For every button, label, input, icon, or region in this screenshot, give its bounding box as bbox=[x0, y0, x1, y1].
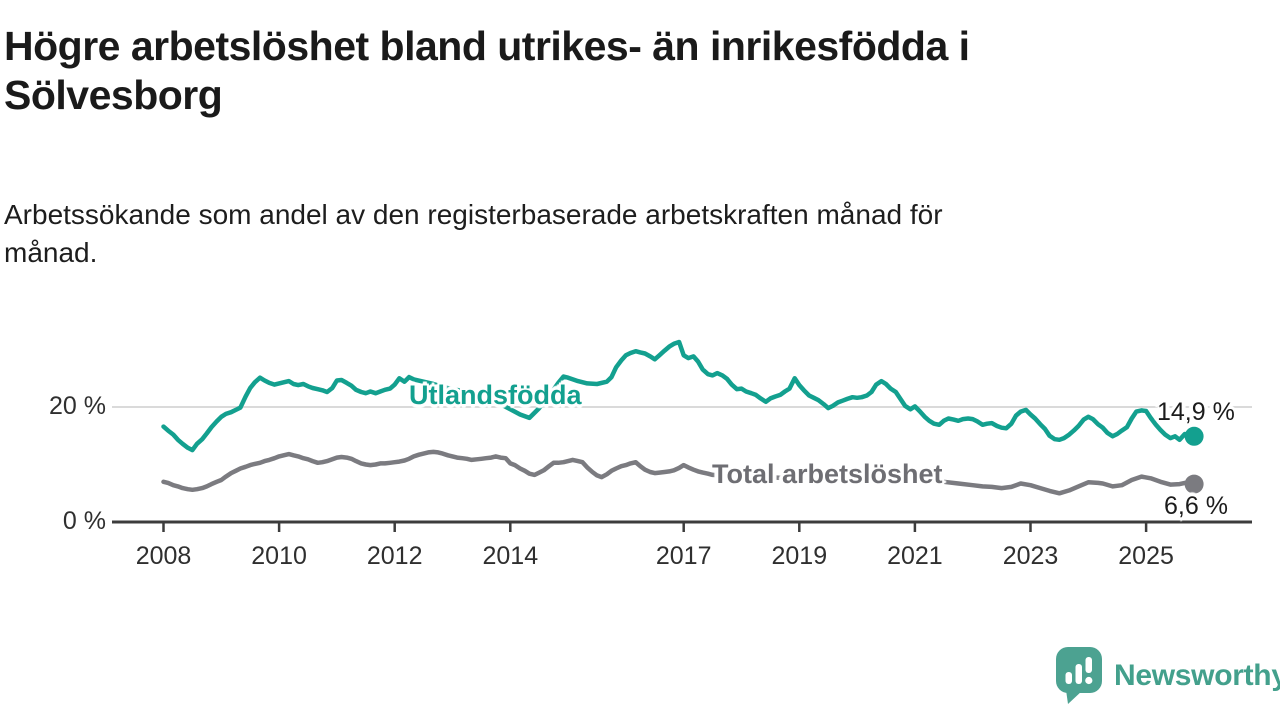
series-end-dot-total bbox=[1184, 474, 1204, 494]
y-tick-label-0: 0 % bbox=[62, 507, 106, 535]
x-tick-label: 2019 bbox=[771, 542, 828, 570]
title-line-1: Högre arbetslöshet bland utrikes- än inr… bbox=[4, 23, 970, 69]
series-end-dot-utlandsfodda bbox=[1184, 426, 1204, 446]
x-tick-label: 2025 bbox=[1118, 542, 1174, 570]
series-lines bbox=[161, 339, 1204, 496]
newsworthy-wordmark: Newsworthy bbox=[1114, 659, 1280, 692]
end-value-label-utlandsfodda: 14,9 % bbox=[1157, 398, 1235, 426]
chart-subtitle: Arbetssökande som andel av den registerb… bbox=[4, 196, 943, 272]
x-tick-label: 2023 bbox=[1002, 542, 1059, 570]
title-line-2: Sölvesborg bbox=[4, 72, 223, 118]
x-tick-label: 2010 bbox=[251, 542, 307, 570]
x-tick-label: 2012 bbox=[366, 542, 423, 570]
subtitle-line-1: Arbetssökande som andel av den registerb… bbox=[4, 199, 943, 230]
series-line-utlandsfodda bbox=[161, 339, 1197, 453]
x-axis-ticks bbox=[162, 522, 1148, 532]
end-value-label-total: 6,6 % bbox=[1164, 492, 1228, 520]
x-tick-label: 2014 bbox=[482, 542, 539, 570]
y-tick-label-20: 20 % bbox=[49, 392, 106, 420]
series-line-total bbox=[161, 449, 1197, 496]
x-tick-label: 2017 bbox=[655, 542, 712, 570]
subtitle-line-2: månad. bbox=[4, 237, 98, 268]
page-title: Högre arbetslöshet bland utrikes- än inr… bbox=[4, 22, 970, 120]
x-tick-label: 2021 bbox=[887, 542, 943, 570]
x-tick-label: 2008 bbox=[135, 542, 192, 570]
newsworthy-logo-icon bbox=[1056, 647, 1102, 704]
series-label-utlandsfodda: Utlandsfödda bbox=[409, 380, 582, 410]
series-label-total-arbetsloshet: Total arbetslöshet bbox=[712, 459, 943, 489]
newsworthy-logo[interactable]: Newsworthy bbox=[1056, 646, 1280, 706]
